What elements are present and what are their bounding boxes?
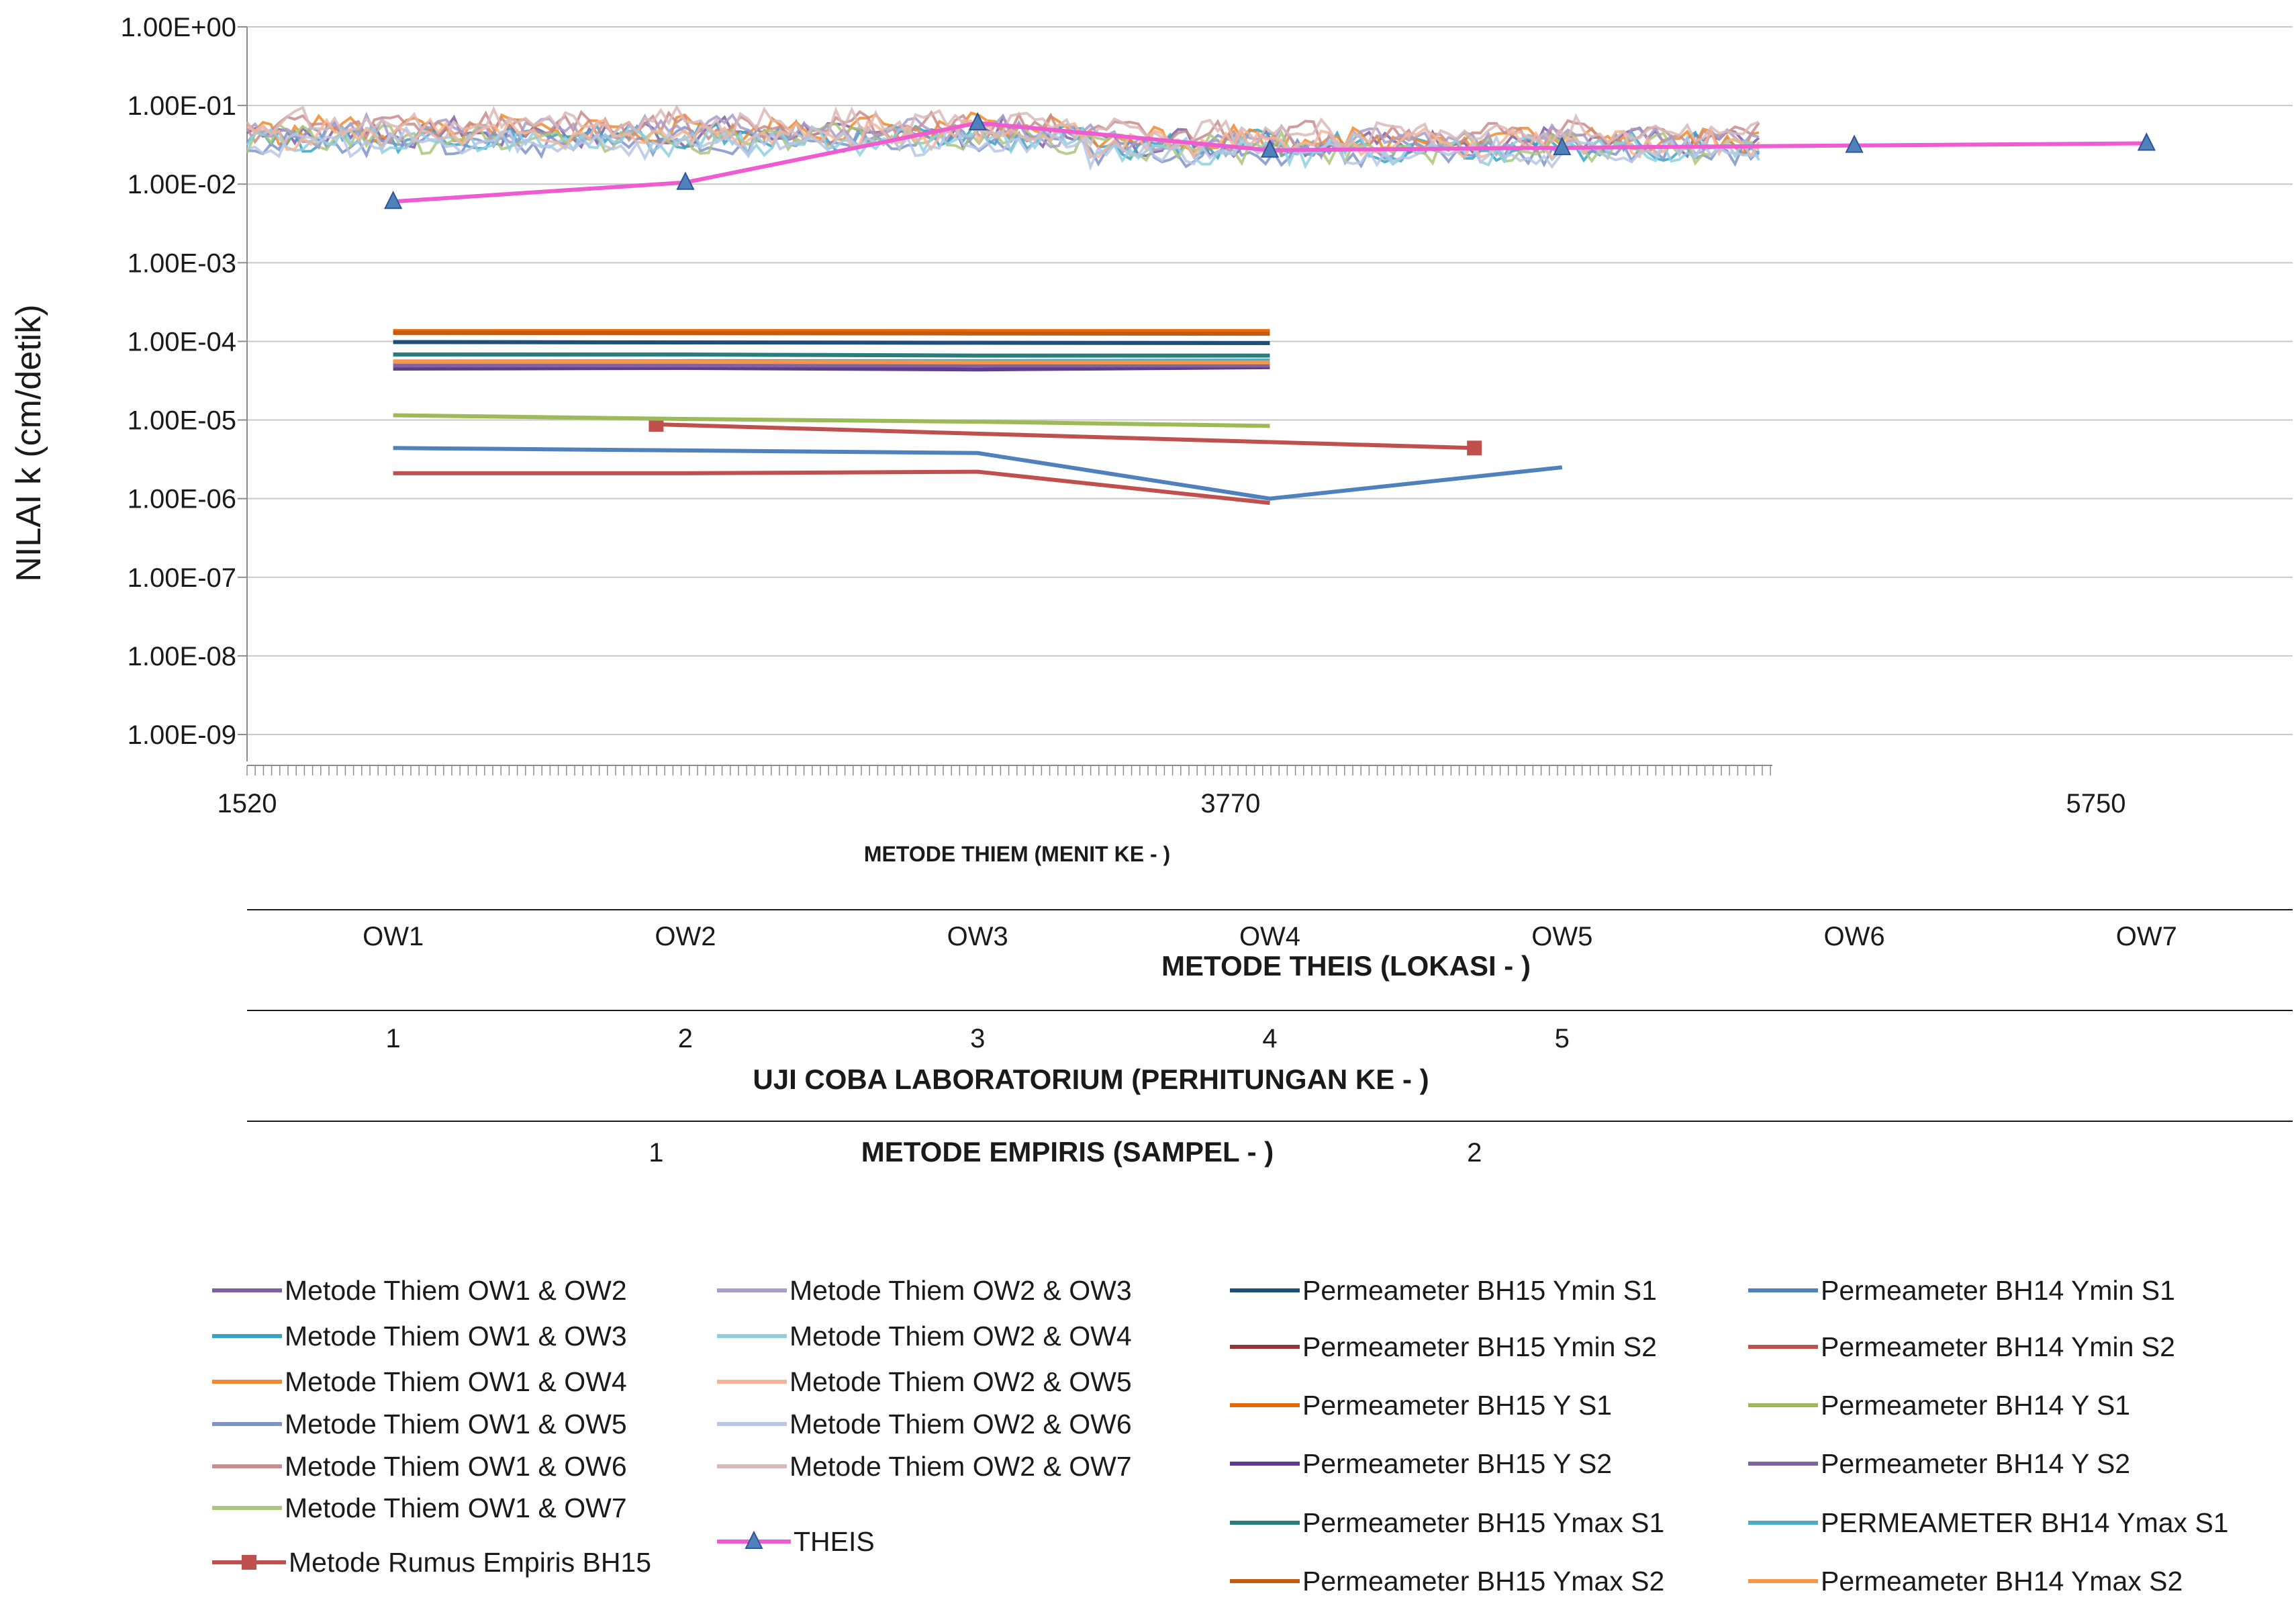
legend: Metode Thiem OW1 & OW2 Metode Thiem OW1 &… xyxy=(212,1275,2229,1597)
thiem-series xyxy=(246,104,1760,171)
empiris-point xyxy=(1467,440,1482,456)
legend-label: Metode Thiem OW1 & OW3 xyxy=(285,1321,627,1352)
thiem-tick-label: 1520 xyxy=(218,789,277,818)
theis-tick-label: OW7 xyxy=(2116,922,2177,951)
theis-point xyxy=(968,111,987,131)
legend-marker xyxy=(745,1530,763,1549)
legend-marker xyxy=(242,1555,256,1570)
lab-axis-title: UJI COBA LABORATORIUM (PERHITUNGAN KE - … xyxy=(753,1063,1429,1095)
y-axis-title: NILAI k (cm/detik) xyxy=(9,304,48,581)
y-tick-label: 1.00E-09 xyxy=(128,720,236,750)
y-tick-label: 1.00E-05 xyxy=(128,406,236,436)
emp-axis-title: METODE EMPIRIS (SAMPEL - ) xyxy=(861,1136,1274,1168)
thiem-line xyxy=(246,104,1760,151)
emp-tick-label: 1 xyxy=(649,1138,663,1168)
legend-label: Permeameter BH14 Y S1 xyxy=(1821,1390,2130,1421)
legend-label: Permeameter BH15 Y S1 xyxy=(1302,1390,1612,1421)
theis-tick-label: OW4 xyxy=(1239,922,1300,951)
legend-label: Metode Thiem OW2 & OW7 xyxy=(790,1451,1132,1482)
thiem-axis-title: METODE THIEM (MENIT KE - ) xyxy=(864,842,1170,866)
y-tick-label: 1.00E-06 xyxy=(128,485,236,514)
legend-label: Permeameter BH15 Ymax S1 xyxy=(1302,1507,1664,1538)
legend-label: Permeameter BH15 Ymin S1 xyxy=(1302,1275,1657,1306)
theis-axis-title: METODE THEIS (LOKASI - ) xyxy=(1161,950,1531,982)
y-tick-label: 1.00E+00 xyxy=(121,13,236,42)
theis-tick-label: OW6 xyxy=(1824,922,1885,951)
theis-tick-label: OW3 xyxy=(947,922,1008,951)
lab-tick-label: 3 xyxy=(970,1024,985,1053)
legend-label: Metode Rumus Empiris BH15 xyxy=(289,1547,651,1578)
lab-tick-label: 2 xyxy=(678,1024,693,1053)
legend-label: Metode Thiem OW1 & OW5 xyxy=(285,1409,627,1439)
theis-point xyxy=(1553,136,1572,156)
series-line xyxy=(393,446,1563,501)
thiem-tick-label: 3770 xyxy=(1200,789,1260,818)
legend-label: Permeameter BH14 Ymin S1 xyxy=(1821,1275,2175,1306)
legend-label: Permeameter BH15 Ymin S2 xyxy=(1302,1331,1657,1362)
legend-label: Metode Thiem OW2 & OW4 xyxy=(790,1321,1132,1352)
legend-label: Permeameter BH15 Ymax S2 xyxy=(1302,1566,1664,1597)
series-line xyxy=(393,330,1270,336)
legend-label: PERMEAMETER BH14 Ymax S1 xyxy=(1821,1507,2229,1538)
legend-label: Metode Thiem OW1 & OW2 xyxy=(285,1275,627,1306)
y-tick-label: 1.00E-02 xyxy=(128,170,236,199)
legend-label: Metode Thiem OW1 & OW6 xyxy=(285,1451,627,1482)
legend-label: Permeameter BH15 Y S2 xyxy=(1302,1448,1612,1479)
theis-point xyxy=(2137,132,2156,151)
y-tick-label: 1.00E-03 xyxy=(128,248,236,278)
legend-label: Permeameter BH14 Y S2 xyxy=(1821,1448,2130,1479)
legend-label: Metode Thiem OW1 & OW4 xyxy=(285,1366,627,1397)
x-axes: 1520 3770 5750 METODE THIEM (MENIT KE - ) OW… xyxy=(218,765,2293,1168)
thiem-line xyxy=(246,122,1760,167)
thiem-line xyxy=(246,117,1760,160)
series-line xyxy=(393,359,1270,365)
legend-label: Permeameter BH14 Ymin S2 xyxy=(1821,1331,2175,1362)
legend-label: THEIS xyxy=(794,1526,875,1557)
legend-label: Metode Thiem OW2 & OW6 xyxy=(790,1409,1132,1439)
legend-label: Metode Thiem OW1 & OW7 xyxy=(285,1493,627,1523)
series-line xyxy=(393,413,1270,428)
emp-tick-label: 2 xyxy=(1467,1138,1482,1168)
y-tick-label: 1.00E-04 xyxy=(128,327,236,357)
series-line xyxy=(393,340,1270,346)
series-line xyxy=(656,422,1475,451)
lab-tick-label: 5 xyxy=(1555,1024,1570,1053)
series-lines xyxy=(384,111,2156,506)
theis-tick-label: OW2 xyxy=(655,922,716,951)
series-line xyxy=(393,469,1270,506)
theis-tick-label: OW1 xyxy=(363,922,424,951)
y-tick-label: 1.00E-08 xyxy=(128,642,236,671)
theis-point xyxy=(384,190,403,209)
theis-point xyxy=(1845,134,1864,153)
theis-point xyxy=(676,171,695,190)
series-line xyxy=(393,365,1270,372)
lab-tick-label: 4 xyxy=(1262,1024,1277,1053)
series-line xyxy=(393,352,1270,358)
theis-point xyxy=(1260,139,1280,158)
y-tick-label: 1.00E-01 xyxy=(128,91,236,121)
lab-tick-label: 1 xyxy=(386,1024,401,1053)
thiem-line xyxy=(246,125,1760,171)
y-axis: 1.00E+00 1.00E-01 1.00E-02 1.00E-03 1.00E-04… xyxy=(121,13,248,761)
theis-tick-label: OW5 xyxy=(1531,922,1592,951)
y-tick-label: 1.00E-07 xyxy=(128,563,236,593)
legend-label: Permeameter BH14 Ymax S2 xyxy=(1821,1566,2183,1597)
legend-label: Metode Thiem OW2 & OW3 xyxy=(790,1275,1132,1306)
legend-label: Metode Thiem OW2 & OW5 xyxy=(790,1366,1132,1397)
thiem-tick-label: 5750 xyxy=(2066,789,2126,818)
